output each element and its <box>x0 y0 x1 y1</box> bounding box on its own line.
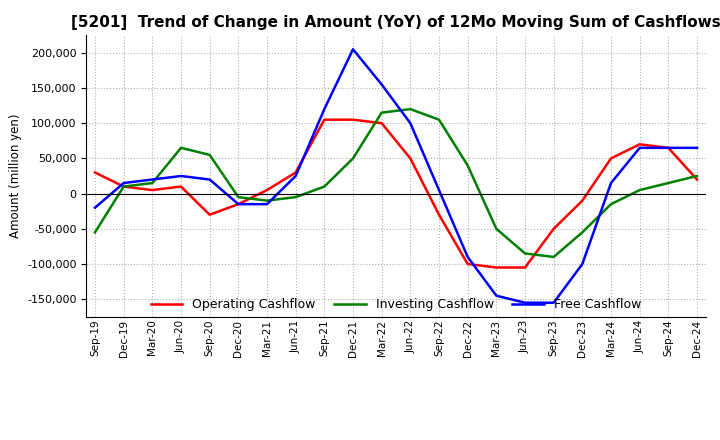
Free Cashflow <box>91 205 99 210</box>
Investing Cashflow <box>377 110 386 115</box>
Operating Cashflow <box>377 121 386 126</box>
Free Cashflow <box>549 300 558 305</box>
Free Cashflow <box>292 173 300 179</box>
Operating Cashflow <box>234 202 243 207</box>
Free Cashflow <box>406 121 415 126</box>
Investing Cashflow <box>549 254 558 260</box>
Operating Cashflow <box>320 117 328 122</box>
Investing Cashflow <box>120 184 128 189</box>
Investing Cashflow <box>148 180 157 186</box>
Free Cashflow <box>521 300 529 305</box>
Operating Cashflow <box>578 198 587 203</box>
Operating Cashflow <box>607 156 616 161</box>
Investing Cashflow <box>348 156 357 161</box>
Free Cashflow <box>263 202 271 207</box>
Investing Cashflow <box>292 194 300 200</box>
Free Cashflow <box>607 180 616 186</box>
Free Cashflow <box>693 145 701 150</box>
Operating Cashflow <box>492 265 500 270</box>
Investing Cashflow <box>664 180 672 186</box>
Operating Cashflow <box>464 261 472 267</box>
Operating Cashflow <box>120 184 128 189</box>
Operating Cashflow <box>148 187 157 193</box>
Free Cashflow <box>635 145 644 150</box>
Line: Free Cashflow: Free Cashflow <box>95 49 697 303</box>
Legend: Operating Cashflow, Investing Cashflow, Free Cashflow: Operating Cashflow, Investing Cashflow, … <box>146 293 646 316</box>
Free Cashflow <box>578 261 587 267</box>
Free Cashflow <box>176 173 185 179</box>
Investing Cashflow <box>91 230 99 235</box>
Operating Cashflow <box>91 170 99 175</box>
Investing Cashflow <box>607 202 616 207</box>
Investing Cashflow <box>406 106 415 112</box>
Free Cashflow <box>664 145 672 150</box>
Investing Cashflow <box>578 230 587 235</box>
Operating Cashflow <box>263 187 271 193</box>
Investing Cashflow <box>263 198 271 203</box>
Investing Cashflow <box>492 226 500 231</box>
Free Cashflow <box>234 202 243 207</box>
Free Cashflow <box>120 180 128 186</box>
Free Cashflow <box>492 293 500 298</box>
Investing Cashflow <box>464 163 472 168</box>
Free Cashflow <box>435 187 444 193</box>
Operating Cashflow <box>205 212 214 217</box>
Investing Cashflow <box>693 173 701 179</box>
Operating Cashflow <box>693 177 701 182</box>
Operating Cashflow <box>406 156 415 161</box>
Investing Cashflow <box>176 145 185 150</box>
Operating Cashflow <box>521 265 529 270</box>
Line: Operating Cashflow: Operating Cashflow <box>95 120 697 268</box>
Free Cashflow <box>377 82 386 87</box>
Investing Cashflow <box>521 251 529 256</box>
Free Cashflow <box>348 47 357 52</box>
Investing Cashflow <box>234 194 243 200</box>
Operating Cashflow <box>292 170 300 175</box>
Investing Cashflow <box>635 187 644 193</box>
Line: Investing Cashflow: Investing Cashflow <box>95 109 697 257</box>
Operating Cashflow <box>176 184 185 189</box>
Operating Cashflow <box>348 117 357 122</box>
Free Cashflow <box>148 177 157 182</box>
Y-axis label: Amount (million yen): Amount (million yen) <box>9 114 22 238</box>
Free Cashflow <box>464 254 472 260</box>
Investing Cashflow <box>435 117 444 122</box>
Operating Cashflow <box>435 212 444 217</box>
Investing Cashflow <box>205 152 214 158</box>
Title: [5201]  Trend of Change in Amount (YoY) of 12Mo Moving Sum of Cashflows: [5201] Trend of Change in Amount (YoY) o… <box>71 15 720 30</box>
Free Cashflow <box>205 177 214 182</box>
Free Cashflow <box>320 106 328 112</box>
Investing Cashflow <box>320 184 328 189</box>
Operating Cashflow <box>664 145 672 150</box>
Operating Cashflow <box>635 142 644 147</box>
Operating Cashflow <box>549 226 558 231</box>
